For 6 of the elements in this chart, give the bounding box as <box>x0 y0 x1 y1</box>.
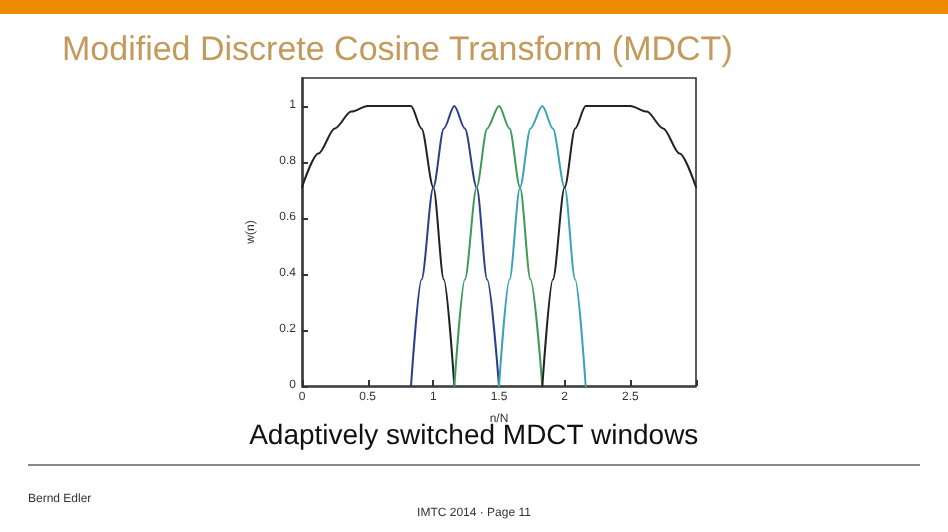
chart-title: Modified Discrete Cosine Transform (MDCT) <box>62 30 733 68</box>
line-series <box>453 105 544 387</box>
line-series <box>410 105 500 387</box>
line-series <box>301 105 456 387</box>
line-series <box>498 105 587 387</box>
line-series <box>541 105 697 387</box>
